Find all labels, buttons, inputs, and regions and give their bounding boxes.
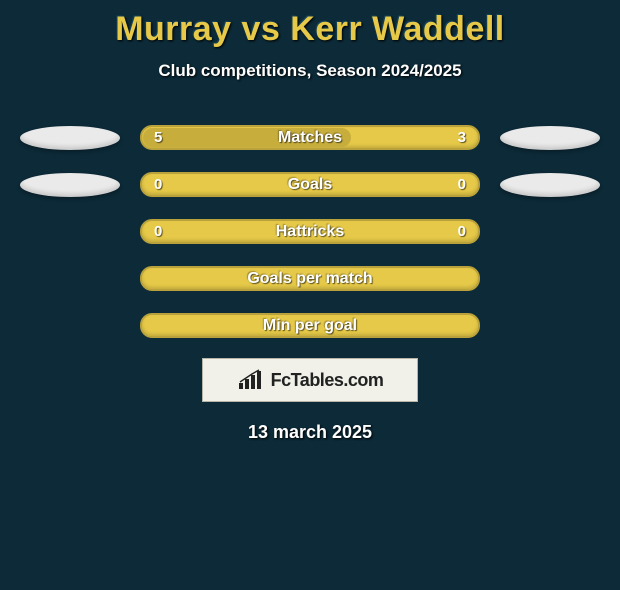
left-spacer: [20, 220, 120, 244]
left-marker-icon: [20, 173, 120, 197]
left-marker-icon: [20, 126, 120, 150]
right-spacer: [500, 220, 600, 244]
date-label: 13 march 2025: [0, 422, 620, 443]
stat-right-value: 3: [458, 129, 466, 146]
stat-bar: 0 Hattricks 0: [140, 219, 480, 244]
stats-container: 5 Matches 3 0 Goals 0 0 Hattricks 0 Goal…: [0, 125, 620, 338]
left-spacer: [20, 267, 120, 291]
stat-label: Matches: [142, 129, 478, 147]
left-spacer: [20, 314, 120, 338]
brand-logo[interactable]: FcTables.com: [202, 358, 418, 402]
stat-bar: 0 Goals 0: [140, 172, 480, 197]
stat-label: Goals: [142, 176, 478, 194]
right-spacer: [500, 314, 600, 338]
stat-row-gpm: Goals per match: [0, 266, 620, 291]
stat-bar: Min per goal: [140, 313, 480, 338]
stat-bar: Goals per match: [140, 266, 480, 291]
bars-icon: [237, 369, 265, 391]
subtitle: Club competitions, Season 2024/2025: [0, 61, 620, 81]
stat-label: Goals per match: [142, 270, 478, 288]
stat-label: Hattricks: [142, 223, 478, 241]
stat-row-hattricks: 0 Hattricks 0: [0, 219, 620, 244]
stat-row-goals: 0 Goals 0: [0, 172, 620, 197]
right-marker-icon: [500, 126, 600, 150]
stat-label: Min per goal: [142, 317, 478, 335]
stat-row-mpg: Min per goal: [0, 313, 620, 338]
stat-bar: 5 Matches 3: [140, 125, 480, 150]
right-spacer: [500, 267, 600, 291]
right-marker-icon: [500, 173, 600, 197]
page-title: Murray vs Kerr Waddell: [0, 10, 620, 49]
brand-name: FcTables.com: [271, 370, 384, 391]
stat-right-value: 0: [458, 223, 466, 240]
stat-row-matches: 5 Matches 3: [0, 125, 620, 150]
stat-right-value: 0: [458, 176, 466, 193]
